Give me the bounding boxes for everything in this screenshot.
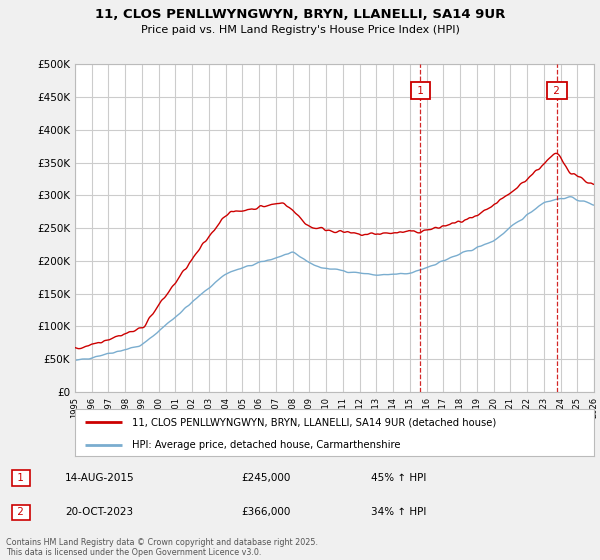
Text: 1: 1 <box>413 86 427 96</box>
Text: 14-AUG-2015: 14-AUG-2015 <box>65 473 134 483</box>
Text: £366,000: £366,000 <box>241 507 290 517</box>
Text: 2: 2 <box>14 507 27 517</box>
Text: Contains HM Land Registry data © Crown copyright and database right 2025.
This d: Contains HM Land Registry data © Crown c… <box>6 538 318 557</box>
Text: Price paid vs. HM Land Registry's House Price Index (HPI): Price paid vs. HM Land Registry's House … <box>140 25 460 35</box>
Text: 11, CLOS PENLLWYNGWYN, BRYN, LLANELLI, SA14 9UR (detached house): 11, CLOS PENLLWYNGWYN, BRYN, LLANELLI, S… <box>132 417 496 427</box>
Text: 11, CLOS PENLLWYNGWYN, BRYN, LLANELLI, SA14 9UR: 11, CLOS PENLLWYNGWYN, BRYN, LLANELLI, S… <box>95 8 505 21</box>
Text: 20-OCT-2023: 20-OCT-2023 <box>65 507 133 517</box>
Text: HPI: Average price, detached house, Carmarthenshire: HPI: Average price, detached house, Carm… <box>132 440 401 450</box>
Text: 45% ↑ HPI: 45% ↑ HPI <box>371 473 426 483</box>
Text: 1: 1 <box>14 473 27 483</box>
Text: £245,000: £245,000 <box>241 473 290 483</box>
Text: 2: 2 <box>550 86 563 96</box>
Text: 34% ↑ HPI: 34% ↑ HPI <box>371 507 426 517</box>
